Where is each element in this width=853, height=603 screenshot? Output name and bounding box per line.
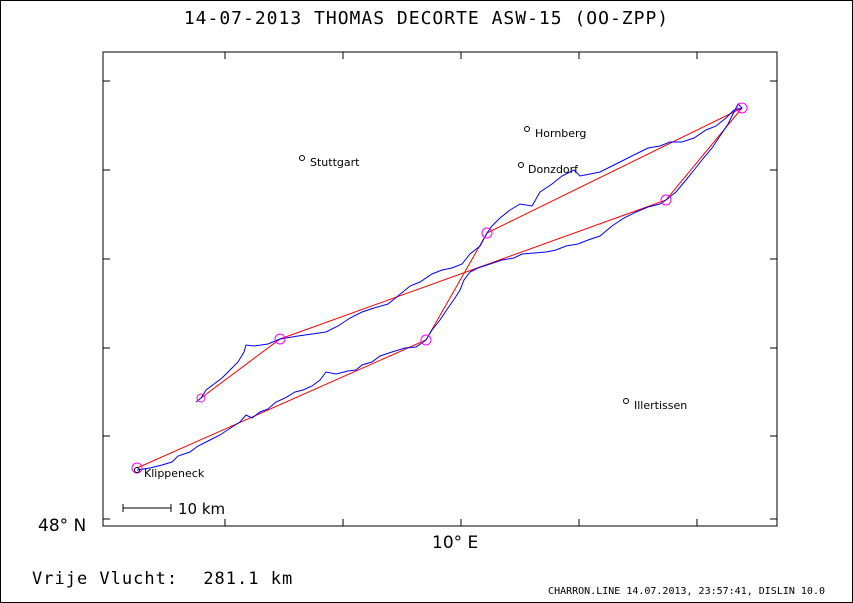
place-donzdorf: Donzdorf bbox=[518, 162, 579, 176]
turnpoint-circle bbox=[736, 102, 748, 114]
flight-track bbox=[136, 103, 743, 471]
place-label: Hornberg bbox=[535, 127, 586, 140]
turnpoint-circle bbox=[196, 393, 206, 403]
turnpoint-circle bbox=[420, 334, 432, 346]
map-title: 14-07-2013 THOMAS DECORTE ASW-15 (OO-ZPP… bbox=[183, 8, 670, 29]
place-label: Stuttgart bbox=[310, 156, 360, 169]
scale-label: 10 km bbox=[178, 500, 225, 518]
scale-bar bbox=[122, 504, 172, 512]
plot-area bbox=[102, 51, 778, 527]
footer-info: CHARRON.LINE 14.07.2013, 23:57:41, DISLI… bbox=[548, 586, 825, 597]
latitude-label: 48° N bbox=[38, 516, 86, 536]
task-line bbox=[136, 107, 743, 469]
place-illertissen: Illertissen bbox=[623, 398, 687, 412]
distance-label: Vrije Vlucht: bbox=[32, 569, 179, 589]
turnpoint-circle bbox=[481, 227, 493, 239]
distance-summary: Vrije Vlucht: 281.1 km bbox=[32, 569, 293, 589]
longitude-label: 10° E bbox=[432, 533, 478, 553]
place-hornberg: Hornberg bbox=[524, 126, 586, 140]
axis-ticks bbox=[103, 52, 777, 526]
distance-value: 281.1 km bbox=[203, 569, 294, 589]
place-klippeneck: Klippeneck bbox=[134, 467, 205, 480]
turnpoint-circle bbox=[274, 333, 286, 345]
place-stuttgart: Stuttgart bbox=[299, 155, 360, 169]
turnpoints bbox=[131, 102, 748, 474]
place-label: Klippeneck bbox=[144, 467, 205, 480]
place-label: Illertissen bbox=[634, 399, 687, 412]
place-label: Donzdorf bbox=[528, 163, 579, 176]
turnpoint-circle bbox=[660, 194, 672, 206]
